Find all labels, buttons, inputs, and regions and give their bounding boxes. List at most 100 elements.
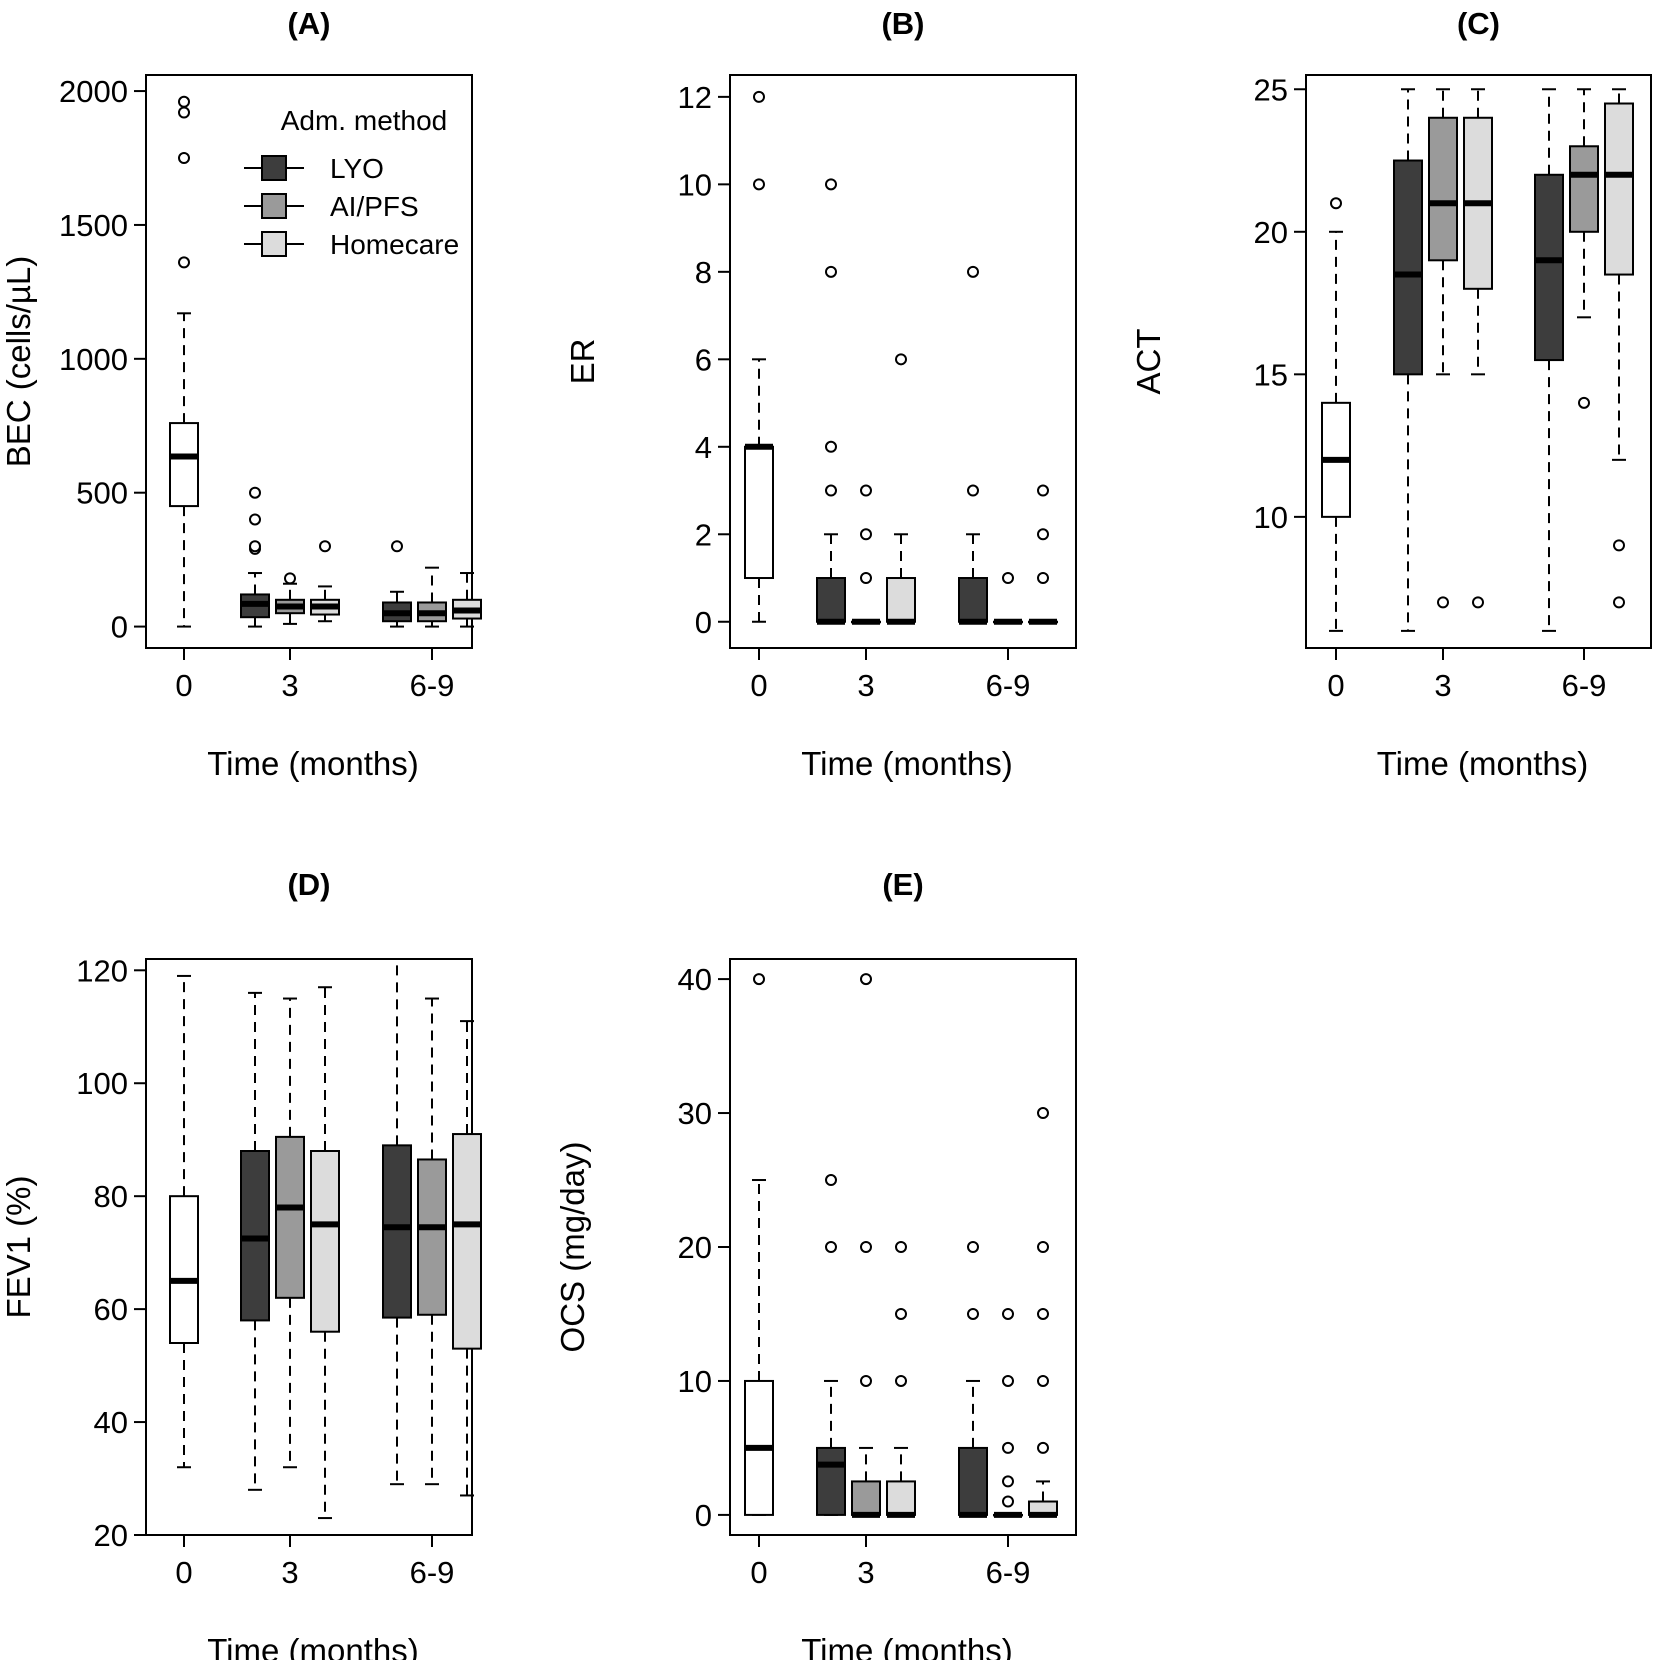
outlier-point [178, 152, 190, 165]
x-tick-label: 0 [750, 1555, 767, 1590]
box-homecare-6-9 [452, 572, 482, 628]
outlier-point [895, 1241, 907, 1253]
box-rect [1393, 159, 1423, 376]
outlier-point [895, 353, 907, 366]
outlier-point [825, 178, 837, 191]
legend-label: Homecare [330, 229, 459, 260]
outlier-point [895, 1307, 907, 1320]
outlier-point [249, 540, 261, 553]
outlier-point [967, 265, 979, 278]
box-homecare-3 [310, 986, 340, 1520]
y-axis-label: ACT [1130, 329, 1167, 395]
y-tick-label: 10 [1254, 500, 1288, 535]
y-tick-label: 500 [76, 476, 128, 511]
outlier-point [1037, 1107, 1049, 1120]
box-homecare-3 [886, 1241, 916, 1518]
y-tick-label: 20 [678, 1230, 712, 1265]
outlier-point [249, 486, 261, 499]
box-rect [1604, 102, 1634, 276]
box-homecare-3 [1463, 88, 1493, 609]
outlier-point [178, 106, 190, 119]
panel-a: (A) 0 500 1000 1500 2000 BEC (cells/µL) 0 3 6-9 Ti… [0, 6, 482, 782]
outlier-point [1037, 1374, 1049, 1387]
panel-d: (D) 20 40 60 80 100 120 FEV1 (%) 0 3 6-9 Time (mont… [0, 867, 482, 1665]
plot-frame [145, 74, 473, 649]
box-homecare-3 [886, 353, 916, 625]
x-tick-label: 3 [1434, 668, 1451, 703]
box-lyo-6-9 [382, 958, 412, 1486]
box-ai-pfs-3 [1428, 88, 1458, 609]
box-rect [958, 1446, 988, 1516]
x-tick-label: 6-9 [410, 1555, 455, 1590]
y-tick-label: 100 [76, 1066, 128, 1101]
outlier-point [825, 440, 837, 453]
box-rect [886, 577, 916, 623]
box-baseline-0 [169, 974, 199, 1469]
box-homecare-6-9 [1604, 88, 1634, 609]
box-lyo-3 [1393, 88, 1423, 632]
x-tick-label: 3 [281, 1555, 298, 1590]
box-homecare-6-9 [1028, 1107, 1058, 1518]
outlier-point [284, 572, 296, 585]
y-tick-label: 0 [695, 1498, 712, 1533]
box-ai-pfs-3 [851, 973, 881, 1518]
box-lyo-3 [240, 486, 270, 628]
x-tick-label: 6-9 [410, 668, 455, 703]
outlier-point [1002, 1374, 1014, 1387]
outlier-point [1002, 1495, 1014, 1508]
outlier-point [825, 484, 837, 497]
plot-frame [729, 74, 1077, 649]
legend-swatch [261, 155, 287, 181]
box-rect [958, 577, 988, 623]
box-homecare-6-9 [1028, 484, 1058, 625]
box-ai-pfs-3 [275, 572, 305, 625]
y-tick-label: 30 [678, 1096, 712, 1131]
box-rect [169, 1195, 199, 1345]
outlier-point [967, 1307, 979, 1320]
box-rect [744, 445, 774, 580]
x-axis-label: Time (months) [207, 1632, 418, 1660]
box-baseline-0 [1321, 197, 1351, 632]
panel-c: (C) 10 15 20 25 ACT 0 3 6-9 Time (months) [1130, 6, 1652, 782]
y-axis-label: ER [564, 339, 601, 385]
y-tick-label: 8 [695, 255, 712, 290]
x-tick-label: 6-9 [986, 1555, 1031, 1590]
x-axis-label: Time (months) [207, 745, 418, 782]
outlier-point [967, 484, 979, 497]
outlier-point [860, 973, 872, 986]
y-tick-label: 4 [695, 430, 712, 465]
y-tick-label: 1500 [59, 208, 128, 243]
box-baseline-0 [744, 90, 774, 623]
box-ai-pfs-6-9 [993, 572, 1023, 625]
outlier-point [1613, 539, 1625, 552]
x-axis-label: Time (months) [801, 1632, 1012, 1660]
y-tick-label: 1000 [59, 342, 128, 377]
panel-b: (B) 0 2 4 6 8 10 12 ER 0 3 6-9 Time (months) [564, 6, 1077, 782]
legend: Adm. method LYO AI/PFS Homecare [244, 105, 459, 260]
y-tick-label: 0 [111, 610, 128, 645]
box-baseline-0 [744, 973, 774, 1516]
box-rect [452, 1133, 482, 1350]
outlier-point [753, 90, 765, 103]
box-rect [1569, 145, 1599, 233]
box-rect [851, 1480, 881, 1516]
box-ai-pfs-3 [851, 484, 881, 625]
x-tick-label: 3 [857, 1555, 874, 1590]
box-ai-pfs-6-9 [417, 566, 447, 628]
legend-label: AI/PFS [330, 191, 419, 222]
outlier-point [753, 973, 765, 986]
y-tick-label: 2000 [59, 74, 128, 109]
box-rect [169, 422, 199, 508]
legend-label: LYO [330, 153, 384, 184]
x-tick-label: 0 [175, 1555, 192, 1590]
panel-title: (B) [881, 6, 924, 41]
outlier-point [1002, 1475, 1014, 1488]
plot-frame [1305, 74, 1652, 649]
y-tick-label: 80 [94, 1179, 128, 1214]
outlier-point [178, 95, 190, 108]
box-homecare-3 [310, 540, 340, 623]
y-tick-label: 6 [695, 342, 712, 377]
y-tick-label: 20 [1254, 215, 1288, 250]
